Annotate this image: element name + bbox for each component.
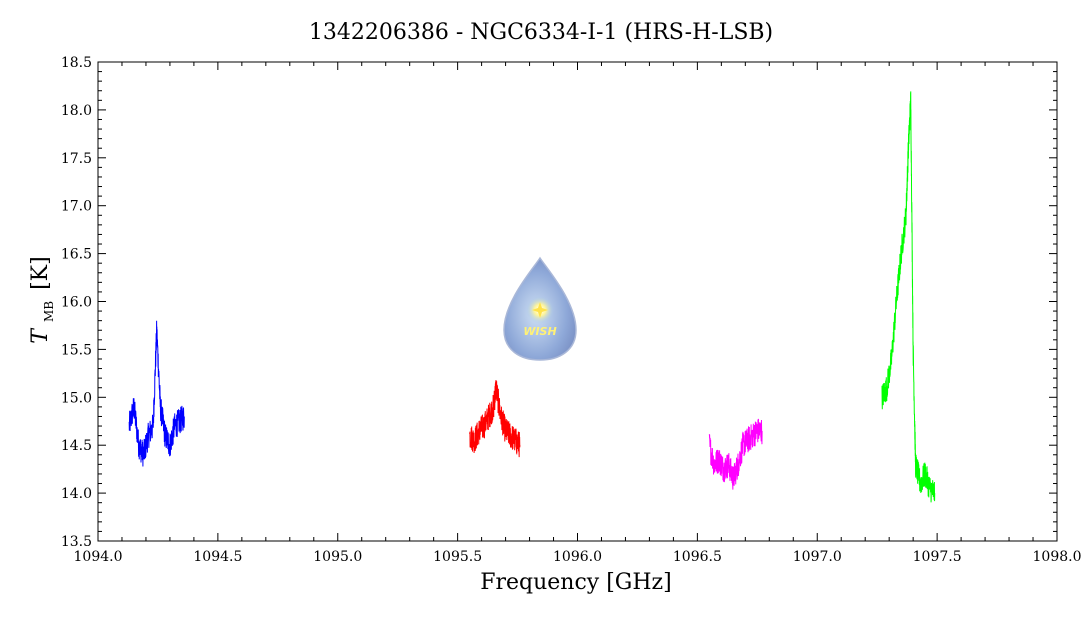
series-layer: [128, 91, 936, 503]
y-tick-label: 14.5: [61, 438, 92, 454]
x-tick-label: 1096.0: [553, 549, 602, 565]
svg-text:T MB [K]: T MB [K]: [28, 256, 59, 343]
plot-axes: 1094.0 1094.5 1095.0 1095.5 1096.0 1096.5 1097…: [61, 55, 1081, 565]
y-tick-label: 13.5: [61, 534, 92, 550]
x-tick-label: 1098.0: [1033, 549, 1081, 565]
y-tick-label: 17.5: [61, 151, 92, 167]
x-tick-label: 1095.5: [433, 549, 482, 565]
x-tick-label: 1094.0: [74, 549, 123, 565]
x-tick-label: 1094.5: [193, 549, 242, 565]
spectrum-series-2: [469, 379, 521, 458]
y-tick-label: 15.5: [61, 342, 92, 358]
y-axis-subscript: MB: [42, 301, 56, 322]
star-icon: [532, 302, 548, 318]
y-axis-symbol: T: [28, 327, 53, 344]
x-tick-label: 1096.5: [673, 549, 722, 565]
y-tick-label: 16.0: [61, 295, 92, 311]
y-tick-label: 14.0: [61, 486, 92, 502]
y-axis-label: T MB [K]: [28, 256, 59, 343]
y-tick-label: 18.5: [61, 55, 92, 71]
wish-logo: WISH: [503, 256, 577, 361]
x-tick-label: 1095.0: [313, 549, 362, 565]
chart-title: 1342206386 - NGC6334-I-1 (HRS-H-LSB): [309, 20, 773, 45]
spectrum-series-4: [881, 91, 936, 503]
spectrum-series-1: [128, 320, 185, 467]
x-tick-label: 1097.5: [913, 549, 962, 565]
x-tick-label: 1097.0: [793, 549, 842, 565]
logo-text: WISH: [523, 325, 556, 338]
y-tick-label: 16.5: [61, 247, 92, 263]
y-tick-label: 17.0: [61, 199, 92, 215]
x-axis-label: Frequency [GHz]: [480, 570, 672, 595]
y-tick-label: 15.0: [61, 390, 92, 406]
y-tick-label: 18.0: [61, 103, 92, 119]
spectrum-series-3: [708, 418, 763, 490]
y-axis-unit: [K]: [28, 256, 53, 290]
